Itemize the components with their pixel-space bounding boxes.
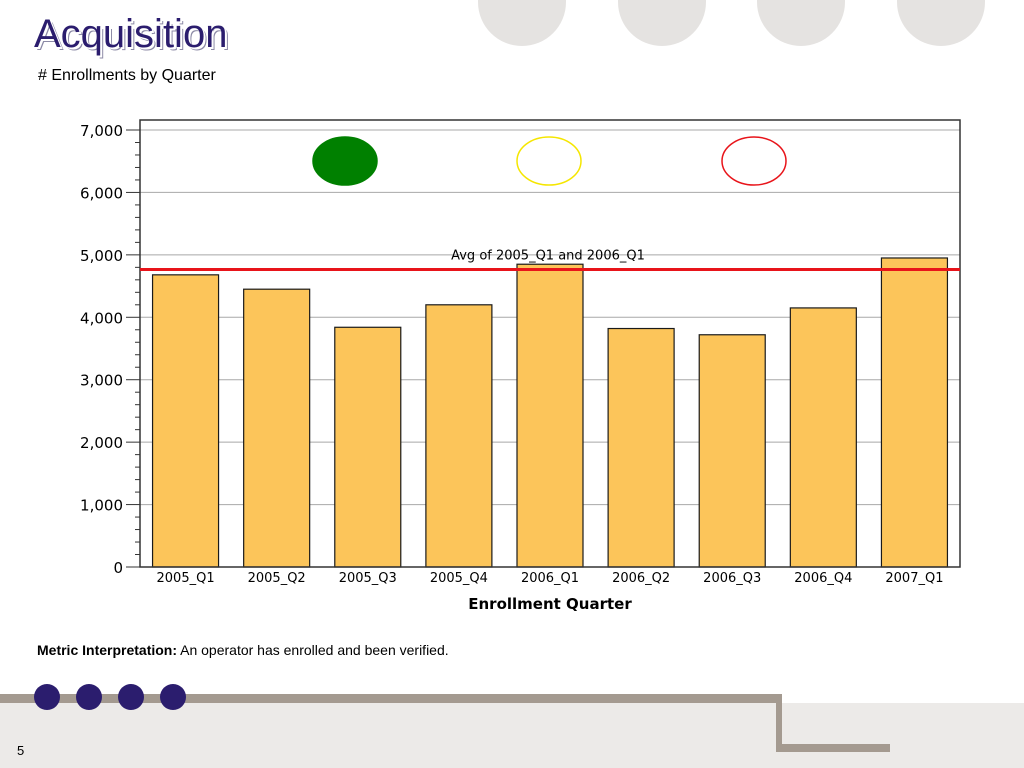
- average-line-label: Avg of 2005_Q1 and 2006_Q1: [451, 249, 645, 264]
- bar: [516, 263, 584, 568]
- x-tick-label: 2005_Q1: [157, 571, 215, 586]
- x-tick-label: 2005_Q3: [339, 571, 397, 586]
- metric-text: An operator has enrolled and been verifi…: [177, 642, 449, 658]
- y-tick-label: 4,000: [80, 309, 123, 327]
- bar: [880, 257, 949, 568]
- y-tick-label: 2,000: [80, 434, 123, 452]
- x-tick-label: 2007_Q1: [885, 571, 943, 586]
- x-tick-label: 2005_Q4: [430, 571, 488, 586]
- y-tick-label: 5,000: [80, 247, 123, 265]
- bar: [243, 288, 311, 568]
- footer-dot: [34, 684, 60, 710]
- footer-background: [0, 703, 1024, 768]
- status-indicator-red: [721, 136, 787, 186]
- enrollment-bar-chart: 0 1,000 2,000 3,000 4,000 5,000 6,000 7,000 2005…: [80, 119, 961, 613]
- y-tick-label: 0: [113, 559, 123, 577]
- bar: [789, 307, 857, 568]
- x-tick-label: 2006_Q1: [521, 571, 579, 586]
- status-indicator-green: [312, 136, 378, 186]
- bar: [334, 326, 402, 568]
- x-tick-label: 2005_Q2: [248, 571, 306, 586]
- y-tick-label: 7,000: [80, 122, 123, 140]
- footer-dot: [118, 684, 144, 710]
- page-number: 5: [17, 743, 25, 758]
- status-indicator-yellow: [516, 136, 582, 186]
- y-tick-label: 6,000: [80, 184, 123, 202]
- footer-dot: [160, 684, 186, 710]
- x-tick-label: 2006_Q2: [612, 571, 670, 586]
- x-axis-label: Enrollment Quarter: [468, 595, 632, 613]
- bar: [151, 274, 220, 568]
- plot-frame: [139, 119, 961, 568]
- slide-title: Acquisition: [34, 12, 228, 56]
- metric-label: Metric Interpretation:: [37, 642, 178, 658]
- bar: [698, 334, 766, 568]
- x-tick-label: 2006_Q3: [703, 571, 761, 586]
- footer-divider: [776, 694, 782, 750]
- metric-interpretation: Metric Interpretation: An operator has e…: [37, 642, 449, 658]
- bar: [425, 304, 493, 568]
- y-tick-label: 1,000: [80, 497, 123, 515]
- y-tick-label: 3,000: [80, 372, 123, 390]
- bar: [607, 327, 675, 568]
- slide-subtitle: # Enrollments by Quarter: [38, 67, 216, 84]
- footer-dot: [76, 684, 102, 710]
- footer-bar-accent: [776, 744, 890, 752]
- footer-bar: [0, 694, 776, 703]
- x-tick-label: 2006_Q4: [794, 571, 852, 586]
